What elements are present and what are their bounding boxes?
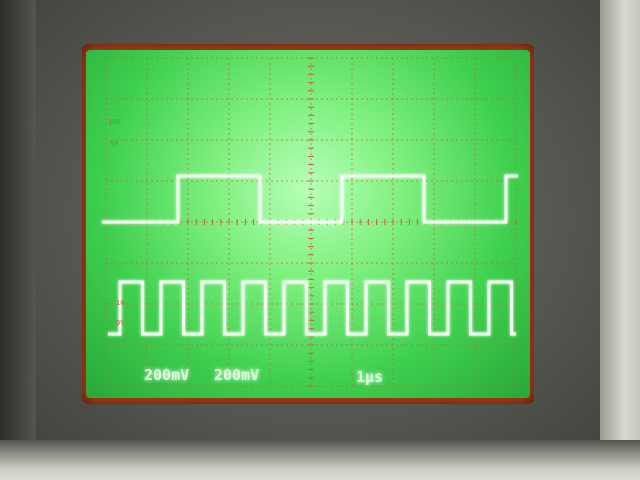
bezel-bottom-edge: [0, 440, 640, 480]
graticule-label-100: 100: [108, 118, 121, 126]
graticule-label-90: 90: [110, 140, 118, 148]
channel-1-scale-readout: 200mV: [144, 366, 190, 384]
bezel-right-edge: [600, 0, 640, 480]
channel-2-waveform: [108, 280, 516, 336]
channel-2-scale-readout: 200mV: [214, 366, 260, 384]
timebase-readout: 1μs: [356, 368, 384, 386]
graticule-and-traces: 100 90 10 0%: [102, 57, 518, 387]
channel-1-waveform: [102, 174, 518, 224]
graticule-label-10: 10: [116, 299, 124, 307]
bezel-left-edge: [0, 0, 36, 480]
crt-screen: 100 90 10 0% 200mV 200mV 1μs: [86, 50, 530, 398]
graticule-label-0: 0%: [116, 319, 125, 327]
channel-2-trace: [108, 280, 516, 336]
channel-1-trace: [102, 174, 518, 224]
